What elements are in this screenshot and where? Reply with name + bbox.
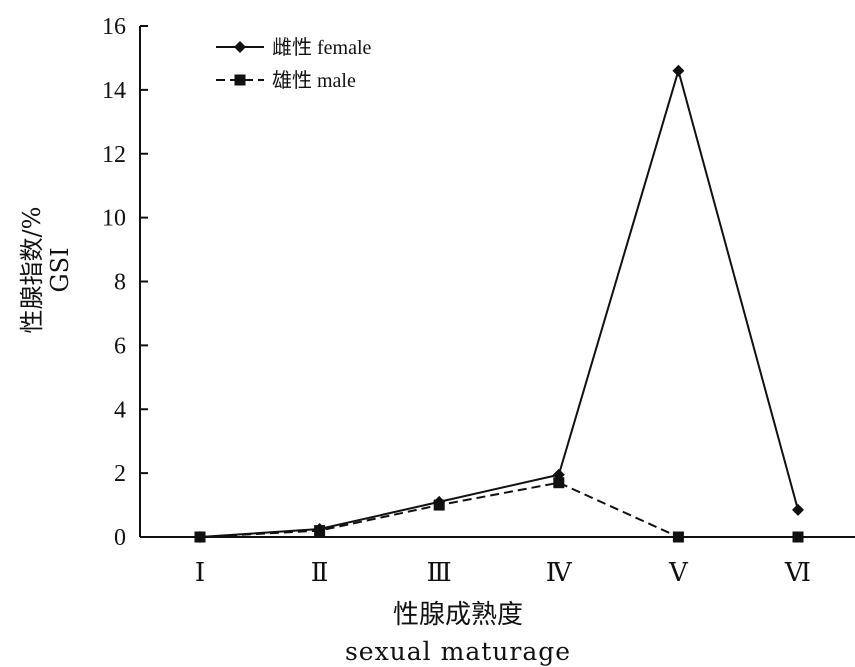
y-tick-label: 6	[114, 333, 126, 359]
legend: 雌性 female 雄性 male	[216, 36, 372, 92]
data-point	[195, 532, 206, 543]
x-tick-label: Ⅲ	[427, 558, 452, 587]
series-layer	[194, 65, 804, 543]
x-tick-label: Ⅱ	[311, 558, 329, 587]
data-point	[793, 532, 804, 543]
data-point	[553, 477, 564, 488]
y-tick-label: 12	[102, 142, 126, 168]
y-tick-label: 2	[114, 461, 126, 487]
y-tick-label: 4	[114, 397, 126, 423]
series-female	[194, 65, 804, 543]
x-axis-ticks: Ⅰ Ⅱ Ⅲ Ⅳ Ⅴ Ⅵ	[195, 558, 811, 587]
legend-square-icon	[235, 75, 246, 86]
data-point	[792, 504, 804, 516]
data-point	[672, 65, 684, 77]
x-tick-label: Ⅰ	[195, 558, 205, 587]
x-axis-title-cn: 性腺成熟度	[393, 600, 523, 630]
legend-label: 雌性 female	[272, 36, 372, 59]
x-tick-label: Ⅴ	[668, 558, 689, 587]
x-axis-title-en: sexual maturage	[345, 637, 571, 666]
y-tick-label: 0	[114, 525, 126, 551]
y-tick-label: 14	[102, 78, 126, 104]
series-male	[195, 477, 804, 542]
y-tick-label: 10	[102, 206, 126, 232]
y-axis-ticks: 0 2 4 6 8 10 12 14 16	[102, 14, 148, 551]
y-axis-title-en: GSI	[46, 247, 74, 292]
y-axis-title-cn: 性腺指数/%	[18, 207, 46, 334]
legend-diamond-icon	[234, 41, 246, 53]
x-tick-label: Ⅳ	[546, 558, 573, 587]
x-tick-label: Ⅵ	[784, 558, 811, 587]
legend-label: 雄性 male	[272, 69, 356, 92]
data-point	[673, 532, 684, 543]
series-line	[200, 71, 798, 537]
series-line	[200, 483, 798, 537]
axes	[140, 26, 855, 537]
data-point	[434, 500, 445, 511]
y-tick-label: 8	[114, 270, 126, 296]
y-tick-label: 16	[102, 14, 126, 40]
data-point	[314, 525, 325, 536]
